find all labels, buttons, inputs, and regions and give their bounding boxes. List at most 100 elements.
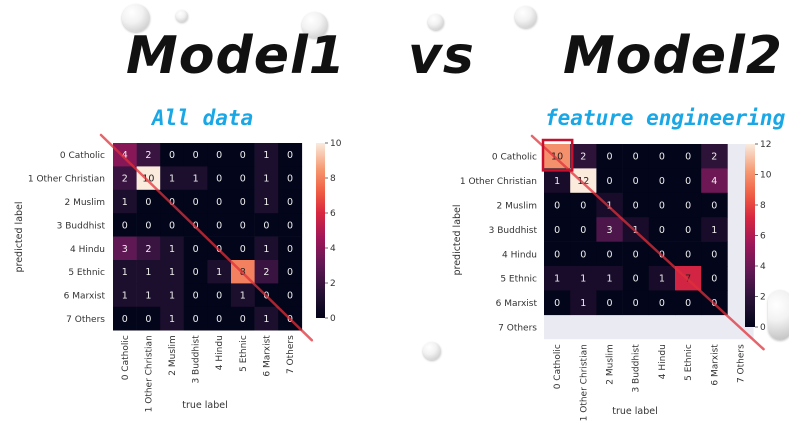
x-tick-label: 1 Other Christian	[144, 335, 154, 412]
cell-value-label: 0	[169, 150, 175, 161]
heatmap-cell	[648, 192, 676, 218]
cell-value-label: 0	[216, 150, 222, 161]
heatmap-cell	[254, 306, 279, 331]
y-axis-title: predicted label	[452, 204, 463, 275]
x-tick-label: 6 Marxist	[710, 344, 720, 386]
decor-bubble	[428, 14, 444, 30]
heatmap-cell	[113, 306, 137, 331]
heatmap-cell	[183, 143, 208, 167]
colorbar-tick-label: 12	[760, 140, 771, 150]
heatmap-cell	[183, 189, 208, 214]
heatmap-cell	[544, 290, 571, 316]
y-tick-label: 2 Muslim	[64, 198, 105, 208]
heatmap-cell	[136, 306, 161, 331]
cell-value-label: 1	[145, 291, 151, 302]
heatmap-cell	[648, 266, 676, 291]
cell-value-label: 0	[122, 220, 128, 231]
heatmap-cell	[231, 306, 255, 331]
heatmap-cell	[278, 260, 303, 284]
cell-value-label: 0	[659, 298, 665, 309]
decor-bubble	[423, 342, 441, 360]
heatmap-cell	[136, 166, 161, 191]
heatmap-cell	[701, 241, 728, 267]
y-tick-label: 7 Others	[498, 324, 537, 334]
x-tick-label: 5 Ethnic	[684, 344, 694, 381]
heatmap-cell	[160, 283, 185, 308]
cell-value-label: 0	[633, 201, 639, 212]
heatmap-cell	[207, 143, 232, 167]
heatmap-cell	[701, 168, 728, 194]
cell-value-label: 1	[169, 314, 175, 325]
heatmap-cell	[570, 266, 597, 291]
heatmap-cell	[160, 143, 185, 167]
heatmap-cell	[207, 166, 232, 191]
cell-value-label: 1	[216, 267, 222, 278]
cell-value-label: 4	[122, 150, 128, 161]
cell-value-label: 1	[263, 174, 269, 185]
cell-value-label: 1	[711, 225, 717, 236]
cell-value-label: 0	[240, 314, 246, 325]
cell-value-label: 0	[193, 267, 199, 278]
x-tick-label: 4 Hindu	[215, 335, 225, 370]
cell-value-label: 0	[633, 274, 639, 285]
cell-value-label: 1	[145, 267, 151, 278]
cell-value-label: 2	[122, 174, 128, 185]
y-tick-label: 4 Hindu	[502, 250, 537, 260]
cell-value-label: 1	[193, 174, 199, 185]
cell-value-label: 0	[240, 174, 246, 185]
heatmap-cell	[701, 217, 728, 242]
heatmap-cell	[113, 189, 137, 214]
cell-value-label: 1	[240, 291, 246, 302]
heatmap-cell	[596, 168, 623, 194]
heatmap-cell	[675, 144, 702, 169]
cell-value-label: 0	[633, 298, 639, 309]
y-tick-label: 5 Ethnic	[68, 268, 105, 278]
cell-value-label: 0	[216, 197, 222, 208]
cell-value-label: 0	[263, 220, 269, 231]
cell-value-label: 0	[711, 274, 717, 285]
cell-value-label: 2	[145, 244, 151, 255]
heatmap-cell	[622, 192, 650, 218]
heatmap-cell	[136, 236, 161, 261]
heatmap-cell	[207, 260, 232, 284]
x-tick-label: 7 Others	[286, 335, 296, 374]
x-tick-label: 4 Hindu	[658, 344, 668, 379]
heatmap-cell	[113, 213, 137, 237]
heatmap-cell	[648, 290, 676, 316]
cell-value-label: 0	[580, 249, 586, 260]
y-tick-label: 0 Catholic	[492, 153, 537, 163]
cell-value-label: 0	[606, 152, 612, 163]
colorbar-tick-label: 0	[760, 323, 766, 333]
cell-value-label: 1	[122, 197, 128, 208]
heatmap-cell	[231, 236, 255, 261]
y-tick-label: 5 Ethnic	[500, 275, 537, 285]
heatmap-cell	[570, 192, 597, 218]
cell-value-label: 2	[145, 150, 151, 161]
heatmap-cell	[675, 290, 702, 316]
heatmap-cell	[183, 306, 208, 331]
heatmap-cell	[278, 283, 303, 308]
heatmap-cell	[544, 192, 571, 218]
x-axis-title: true label	[612, 406, 658, 417]
heatmap-cell	[701, 266, 728, 291]
cell-value-label: 0	[633, 152, 639, 163]
heatmap-cell	[596, 217, 623, 242]
heatmap-cell	[544, 144, 571, 169]
heatmap-cell	[701, 144, 728, 169]
heatmap-cell	[183, 166, 208, 191]
cell-value-label: 0	[287, 220, 293, 231]
heatmap-cell	[183, 283, 208, 308]
heatmap-cell	[136, 213, 161, 237]
y-tick-label: 1 Other Christian	[460, 177, 537, 187]
cell-value-label: 0	[606, 249, 612, 260]
decor-bubble	[176, 10, 188, 22]
cell-value-label: 0	[145, 197, 151, 208]
cell-value-label: 0	[193, 197, 199, 208]
cell-value-label: 2	[263, 267, 269, 278]
heatmap-cell	[596, 144, 623, 169]
heatmap-cell	[570, 144, 597, 169]
cell-value-label: 0	[606, 176, 612, 187]
heatmap-cell	[183, 260, 208, 284]
x-axis-title: true label	[182, 400, 228, 411]
